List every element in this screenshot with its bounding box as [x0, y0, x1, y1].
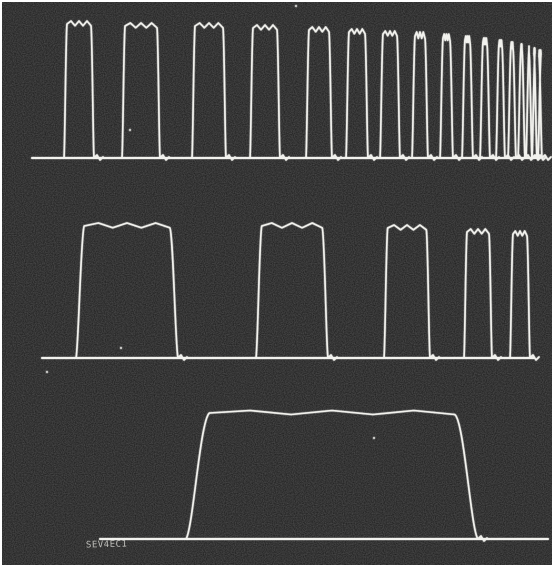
top-trace-pulse: [411, 31, 438, 161]
top-trace-pulse: [379, 30, 410, 161]
top-trace-pulse: [517, 43, 535, 161]
middle-trace-pulse: [255, 222, 338, 361]
top-trace-pulse: [525, 45, 542, 161]
top-trace-pulse: [479, 37, 500, 161]
middle-trace-pulse: [463, 228, 502, 361]
top-trace-pulse: [191, 22, 236, 161]
top-trace-pulse: [121, 22, 170, 161]
bottom-trace-pulse: [185, 409, 488, 542]
top-trace-pulse: [531, 47, 547, 161]
top-trace-pulse: [537, 49, 552, 161]
top-trace-pulse: [345, 28, 378, 161]
middle-trace-pulse: [509, 230, 540, 361]
middle-trace-pulse: [75, 222, 188, 361]
film-speck: [128, 128, 132, 132]
top-trace-pulse: [305, 26, 342, 161]
top-trace-pulse: [439, 33, 463, 161]
top-trace-pulse: [249, 24, 290, 161]
film-speck: [372, 436, 376, 440]
top-trace-pulse: [461, 35, 483, 161]
film-speck: [294, 4, 298, 8]
top-trace-pulse: [495, 39, 515, 161]
middle-trace-pulse: [383, 224, 440, 361]
top-trace-pulse: [507, 41, 526, 161]
film-speck: [119, 346, 123, 350]
top-trace-pulse: [63, 20, 104, 161]
film-speck: [45, 370, 49, 374]
negative-number-label: SEV4EC1: [85, 539, 128, 551]
